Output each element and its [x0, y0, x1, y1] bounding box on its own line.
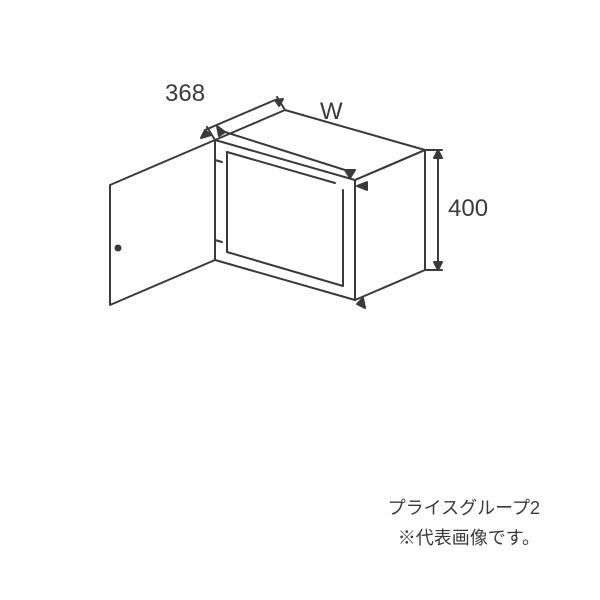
dimension-height-label: 400 — [448, 195, 488, 223]
representative-image-note: ※代表画像です。 — [398, 524, 540, 550]
dimension-depth-label: 368 — [165, 80, 205, 108]
product-diagram-canvas: 368 W 400 プライスグループ2 ※代表画像です。 — [0, 0, 600, 600]
price-group-caption: プライスグループ2 — [388, 494, 540, 520]
dimension-width-label: W — [320, 98, 343, 126]
